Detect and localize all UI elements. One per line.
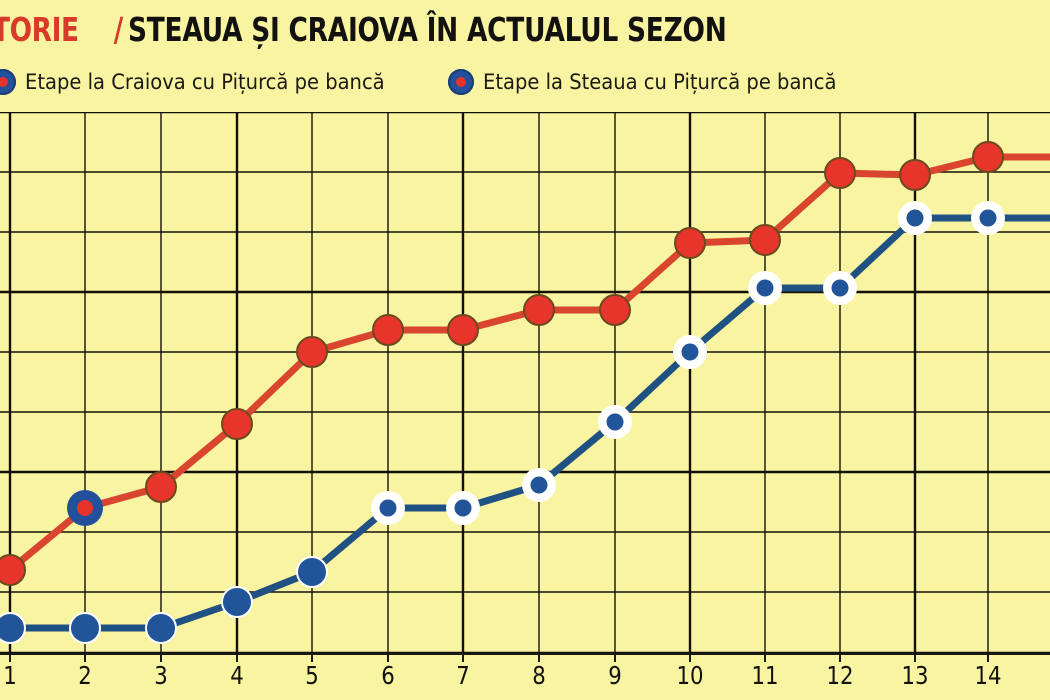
legend-item-label: Etape la Steaua cu Pițurcă pe bancă (483, 70, 837, 94)
x-tick-label: 13 (901, 661, 929, 690)
x-tick-label: 14 (974, 661, 1002, 690)
x-tick-label: 2 (78, 661, 92, 690)
x-tick-label: 5 (305, 661, 319, 690)
series-points-steaua (0, 201, 1005, 644)
chart-legend: Etape la Craiova cu Pițurcă pe bancă Eta… (0, 60, 1050, 104)
legend-item-steaua[interactable]: Etape la Steaua cu Pițurcă pe bancă (448, 60, 863, 104)
x-tick-label: 12 (826, 661, 854, 690)
series-line-steaua (6, 214, 1050, 632)
x-axis-ticks (0, 653, 1050, 662)
x-tick-label: 10 (676, 661, 704, 690)
legend-item-label: Etape la Craiova cu Pițurcă pe bancă (25, 70, 385, 94)
bullseye-marker-icon (448, 69, 474, 95)
x-tick-label: 6 (381, 661, 395, 690)
series-points-craiova (0, 141, 1004, 586)
bullseye-marker-icon (0, 69, 16, 95)
x-tick-label: 3 (154, 661, 168, 690)
x-tick-label: 11 (751, 661, 779, 690)
x-tick-label: 7 (456, 661, 470, 690)
header-separator: / (113, 9, 124, 49)
page-title: STEAUA ȘI CRAIOVA ÎN ACTUALUL SEZON (127, 9, 727, 49)
series-line-craiova (6, 153, 1050, 574)
chart-plot-area (0, 112, 1050, 653)
x-axis: 1 2 3 4 5 6 7 8 9 10 11 12 13 14 (0, 653, 1050, 700)
x-tick-label: 9 (608, 661, 622, 690)
header-kicker: IECTORIE (0, 9, 79, 49)
page-header: IECTORIE / STEAUA ȘI CRAIOVA ÎN ACTUALUL… (0, 0, 1050, 58)
x-tick-label: 4 (230, 661, 244, 690)
x-tick-label: 1 (3, 661, 17, 690)
vertical-gridlines (8, 112, 989, 653)
legend-item-craiova[interactable]: Etape la Craiova cu Pițurcă pe bancă (0, 60, 412, 104)
x-tick-label: 8 (532, 661, 546, 690)
line-chart-svg (0, 112, 1050, 653)
horizontal-gridlines (0, 112, 1050, 653)
